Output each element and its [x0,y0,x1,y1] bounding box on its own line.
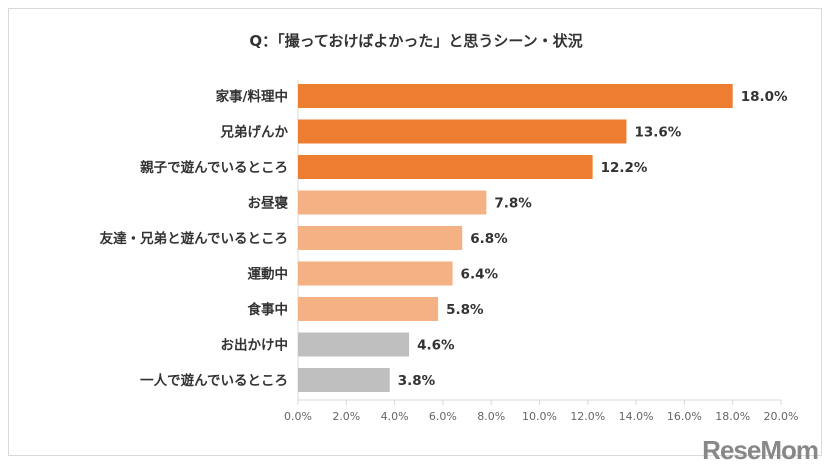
chart-frame [8,8,822,456]
bar [298,155,593,179]
data-label: 6.8% [470,231,508,247]
data-label: 7.8% [494,196,532,212]
category-label: 一人で遊んでいるところ [140,372,288,389]
x-tick-label: 6.0% [429,410,457,423]
bar [298,119,627,144]
x-tick-label: 18.0% [715,410,750,423]
bar [298,332,410,357]
bar [298,297,439,321]
category-label: お出かけ中 [221,337,289,354]
data-label: 12.2% [601,160,648,176]
x-tick-label: 14.0% [619,410,654,423]
chart-title: Q：「撮っておけばよかった」と思うシーン・状況 [249,32,583,50]
bar [298,190,487,215]
data-label: 18.0% [741,89,788,105]
watermark-logo: ReseMom [702,435,819,465]
data-label: 3.8% [398,373,436,389]
x-tick-label: 4.0% [381,410,409,423]
data-label: 13.6% [634,125,681,141]
bar [298,261,453,286]
category-label: 親子で遊んでいるところ [140,159,288,176]
category-label: お昼寝 [248,195,289,212]
data-label: 5.8% [446,302,484,318]
x-tick-label: 10.0% [522,410,557,423]
category-label: 食事中 [248,301,289,318]
bar [298,226,463,250]
data-label: 4.6% [417,338,455,354]
data-label: 6.4% [461,267,499,283]
category-label: 運動中 [248,266,289,283]
x-tick-label: 8.0% [477,410,505,423]
bar [298,84,733,108]
x-tick-label: 20.0% [764,410,799,423]
bar [298,368,390,392]
x-tick-label: 12.0% [570,410,605,423]
x-tick-label: 0.0% [284,410,312,423]
x-tick-label: 2.0% [332,410,360,423]
x-tick-label: 16.0% [667,410,702,423]
category-label: 兄弟げんか [220,124,289,141]
category-label: 友達・兄弟と遊んでいるところ [100,230,288,247]
category-label: 家事/料理中 [216,88,288,105]
